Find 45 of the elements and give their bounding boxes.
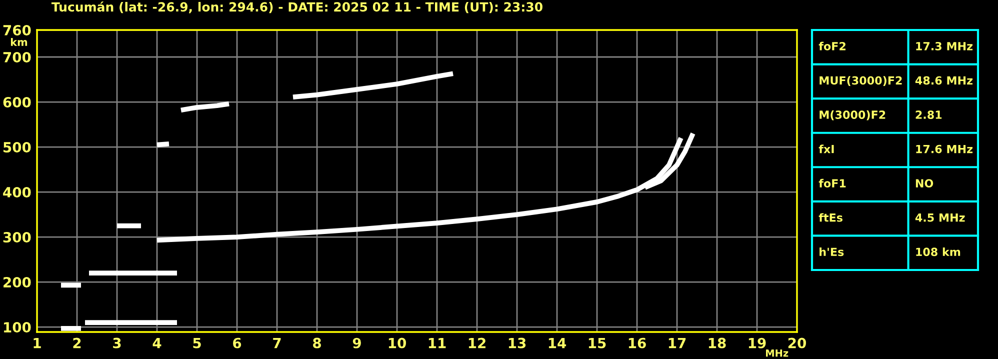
text: ftEs — [818, 213, 842, 222]
x-tick-label: 20 — [788, 338, 806, 348]
x-tick-label: 8 — [313, 338, 321, 348]
y-tick-label: 600 — [3, 96, 31, 108]
text: foF1 — [818, 178, 846, 188]
x-tick-label: 11 — [428, 338, 446, 348]
x-tick-label: 19 — [748, 338, 766, 348]
text: 2.81 — [916, 110, 942, 119]
text: 48.6 MHz — [915, 76, 972, 85]
x-tick-label: 5 — [193, 338, 201, 348]
x-tick-label: 18 — [708, 338, 726, 348]
x-tick-label: 10 — [388, 338, 406, 348]
text: 108 km — [916, 247, 960, 256]
y-tick-label: 400 — [3, 186, 31, 198]
text: 17.6 MHz — [916, 144, 972, 154]
x-tick-label: 16 — [628, 338, 646, 348]
x-tick-label: 15 — [588, 338, 606, 348]
text: h'Es — [820, 247, 844, 256]
y-tick-label: 200 — [4, 277, 31, 288]
text: MUF(3000)F2 — [820, 76, 902, 86]
y-axis-title: km — [10, 38, 28, 46]
y-tick-label: 700 — [3, 52, 31, 62]
x-tick-label: 4 — [152, 338, 162, 348]
text: foF2 — [818, 42, 846, 50]
chart-title: Tucumán (lat: -26.9, lon: 294.6) - DATE: 2025 02 11 - TIME (UT): 23:30 — [51, 1, 542, 14]
x-tick-label: 14 — [548, 338, 566, 348]
x-tick-label: 3 — [113, 338, 121, 348]
x-tick-label: 9 — [352, 338, 361, 348]
y-tick-label: 300 — [3, 232, 31, 243]
x-tick-label: 12 — [468, 338, 486, 348]
y-tick-label: 760 — [3, 24, 31, 36]
text: NO — [916, 179, 934, 188]
text: 17.3 MHz — [916, 42, 972, 50]
x-tick-label: 6 — [233, 338, 242, 348]
y-tick-label: 100 — [4, 322, 31, 333]
text: M(3000)F2 — [820, 110, 886, 120]
x-axis-title: MHz — [766, 350, 788, 357]
x-tick-label: 1 — [34, 338, 41, 348]
text: 4.5 MHz — [915, 214, 965, 222]
x-tick-label: 17 — [668, 338, 686, 348]
x-tick-label: 2 — [73, 338, 81, 348]
text: fxI — [818, 144, 834, 154]
x-tick-label: 7 — [273, 338, 281, 348]
x-tick-label: 13 — [508, 338, 526, 348]
y-tick-label: 500 — [4, 142, 31, 152]
